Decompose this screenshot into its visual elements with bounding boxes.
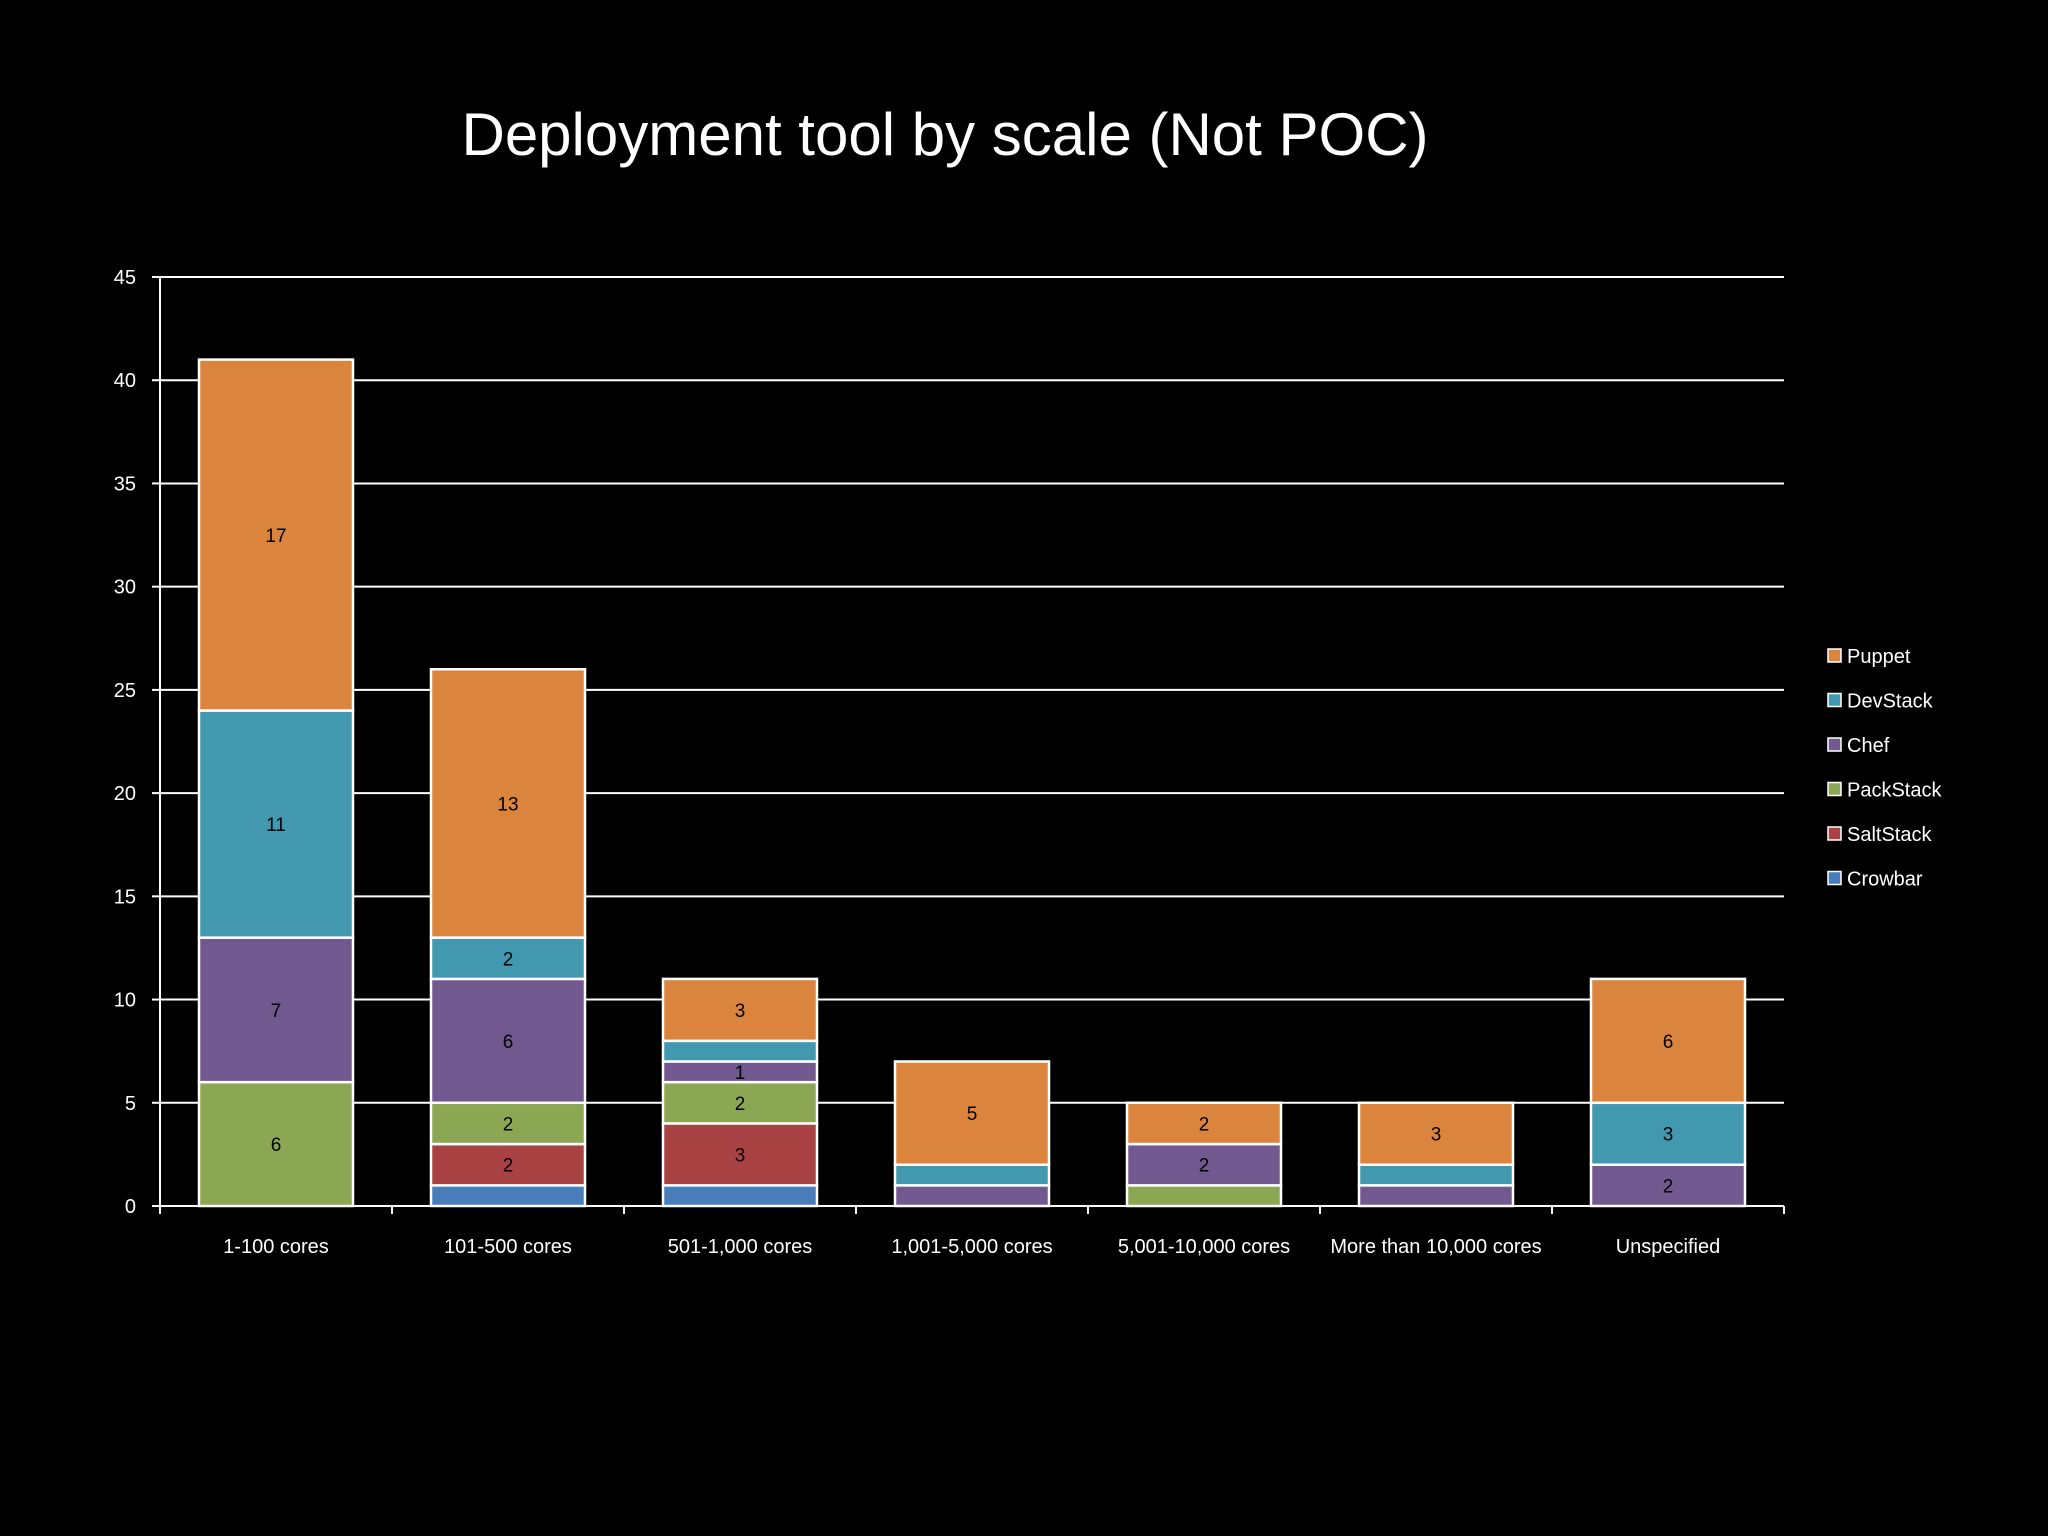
legend-swatch-devstack — [1827, 692, 1842, 708]
legend-label-puppet: Puppet — [1847, 646, 1911, 668]
data-label: 3 — [735, 1145, 746, 1166]
legend-label-saltstack: SaltStack — [1847, 824, 1932, 846]
data-label: 3 — [1663, 1125, 1674, 1146]
chart-title: Deployment tool by scale (Not POC) — [461, 101, 1429, 168]
y-tick-label: 5 — [125, 1093, 136, 1115]
x-tick-label: Unspecified — [1616, 1236, 1721, 1258]
data-label: 6 — [503, 1032, 514, 1053]
bar-segment-crowbar — [661, 1184, 819, 1208]
legend-swatch-puppet — [1827, 648, 1842, 663]
y-tick-label: 15 — [114, 886, 136, 908]
bar-segment-puppet — [429, 667, 587, 939]
bar-segment-devstack — [197, 709, 355, 939]
x-tick-label: More than 10,000 cores — [1330, 1236, 1541, 1258]
x-tick-label: 1-100 cores — [223, 1236, 329, 1258]
data-label: 2 — [1199, 1114, 1210, 1135]
data-label: 6 — [1663, 1032, 1674, 1053]
legend-swatch-chef — [1827, 737, 1842, 752]
x-tick-label: 1,001-5,000 cores — [891, 1236, 1052, 1258]
bar-segment-chef — [429, 977, 587, 1105]
bar-segment-crowbar — [429, 1184, 587, 1208]
bar-segment-chef — [1357, 1184, 1515, 1208]
bar-segment-puppet — [1589, 977, 1747, 1105]
data-label: 2 — [1199, 1156, 1210, 1177]
legend-label-chef: Chef — [1847, 735, 1890, 757]
data-label: 11 — [266, 815, 286, 836]
data-label: 17 — [265, 526, 286, 547]
bar-segment-devstack — [1589, 1101, 1747, 1166]
data-label: 2 — [735, 1094, 746, 1115]
data-label: 2 — [503, 949, 514, 970]
bar-segment-devstack — [429, 936, 587, 981]
legend-label-crowbar: Crowbar — [1847, 869, 1923, 891]
legend-swatch-crowbar — [1827, 870, 1842, 886]
data-label: 3 — [1431, 1125, 1442, 1146]
bar-segment-puppet — [661, 977, 819, 1043]
data-label: 6 — [271, 1135, 282, 1156]
bar-segment-packstack — [1125, 1184, 1283, 1208]
bar-segment-puppet — [1125, 1101, 1283, 1146]
bar-segment-chef — [893, 1184, 1051, 1208]
bar-segment-packstack — [197, 1080, 355, 1208]
data-label: 1 — [735, 1063, 746, 1084]
bar-segment-devstack — [1357, 1163, 1515, 1187]
bar-segment-saltstack — [661, 1122, 819, 1187]
data-label: 3 — [735, 1001, 746, 1022]
legend-label-devstack: DevStack — [1847, 691, 1934, 713]
legend-label-packstack: PackStack — [1847, 780, 1942, 802]
legend-swatch-saltstack — [1827, 826, 1842, 841]
data-label: 2 — [1663, 1176, 1674, 1197]
y-tick-label: 30 — [114, 577, 136, 599]
bar-segment-devstack — [893, 1163, 1051, 1187]
data-label: 2 — [503, 1114, 514, 1135]
data-label: 5 — [967, 1104, 978, 1125]
x-tick-label: 5,001-10,000 cores — [1118, 1236, 1290, 1258]
y-tick-label: 45 — [114, 267, 136, 289]
bar-segment-saltstack — [429, 1142, 587, 1187]
bar-segment-puppet — [197, 358, 355, 712]
y-tick-label: 40 — [114, 370, 136, 392]
bar-segment-devstack — [661, 1039, 819, 1063]
data-label: 7 — [271, 1001, 282, 1022]
data-label: 2 — [503, 1156, 514, 1177]
y-tick-label: 20 — [114, 783, 136, 805]
x-tick-label: 501-1,000 cores — [668, 1236, 813, 1258]
y-tick-label: 0 — [125, 1196, 136, 1218]
x-tick-label: 101-500 cores — [444, 1236, 572, 1258]
legend-swatch-packstack — [1827, 781, 1842, 797]
bar-segment-chef — [197, 936, 355, 1084]
y-tick-label: 10 — [114, 990, 136, 1012]
bar-segment-puppet — [893, 1060, 1051, 1166]
y-tick-label: 25 — [114, 680, 136, 702]
y-tick-label: 35 — [114, 473, 136, 495]
bar-segment-chef — [1125, 1142, 1283, 1187]
data-label: 13 — [497, 794, 518, 815]
bar-segment-puppet — [1357, 1101, 1515, 1166]
